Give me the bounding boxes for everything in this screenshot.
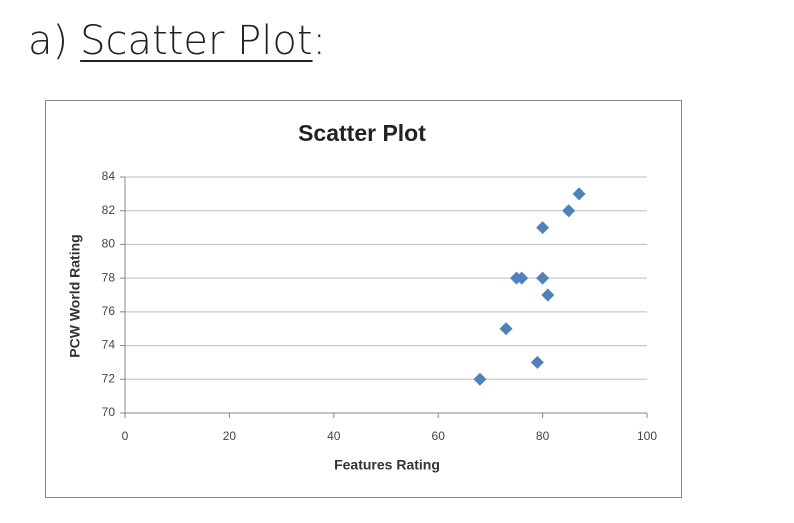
y-tick-label: 72 (102, 371, 116, 385)
x-tick-label: 0 (122, 429, 129, 443)
heading: a) Scatter Plot: (28, 18, 326, 64)
y-tick-label: 84 (102, 169, 116, 183)
y-tick-label: 82 (102, 203, 116, 217)
x-tick-label: 20 (223, 429, 237, 443)
x-axis-label: Features Rating (334, 457, 440, 473)
y-tick-label: 78 (102, 270, 116, 284)
x-tick-label: 80 (536, 429, 550, 443)
point (515, 271, 529, 285)
y-axis-label: PCW World Rating (67, 234, 83, 357)
x-tick-label: 60 (432, 429, 446, 443)
y-tick-label: 76 (102, 304, 116, 318)
point (572, 187, 586, 201)
point (473, 372, 487, 386)
point (530, 355, 544, 369)
heading-suffix: : (312, 18, 327, 64)
point (541, 288, 555, 302)
x-tick-label: 100 (637, 429, 657, 443)
x-tick-label: 40 (327, 429, 341, 443)
y-tick-label: 74 (102, 338, 116, 352)
chart-title: Scatter Plot (298, 120, 426, 146)
y-tick-label: 80 (102, 237, 116, 251)
heading-prefix: a) (28, 18, 69, 64)
point (536, 271, 550, 285)
point (499, 322, 513, 336)
chart-frame (45, 100, 682, 498)
y-tick-label: 70 (102, 405, 116, 419)
heading-link[interactable]: Scatter Plot (80, 18, 313, 64)
point (562, 204, 576, 218)
point (536, 221, 550, 235)
